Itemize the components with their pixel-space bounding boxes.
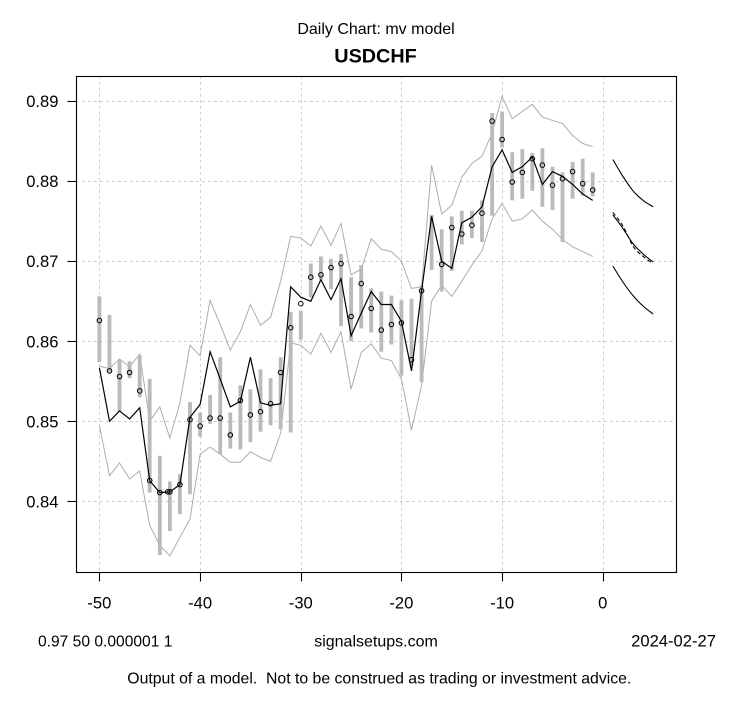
svg-text:0.89: 0.89 (26, 92, 58, 111)
svg-text:0.86: 0.86 (26, 332, 58, 351)
svg-text:0.97 50 0.000001 1: 0.97 50 0.000001 1 (38, 634, 172, 651)
svg-text:2024-02-27: 2024-02-27 (631, 632, 716, 651)
svg-text:-40: -40 (188, 594, 212, 613)
svg-text:Output of a model. Not to be: Output of a model. Not to be construed a… (127, 671, 631, 688)
svg-text:signalsetups.com: signalsetups.com (314, 634, 438, 651)
svg-text:0.88: 0.88 (26, 172, 58, 191)
svg-text:0.85: 0.85 (26, 412, 58, 431)
svg-text:-20: -20 (389, 594, 413, 613)
svg-text:0.84: 0.84 (26, 492, 58, 511)
svg-text:-50: -50 (87, 594, 111, 613)
svg-text:USDCHF: USDCHF (334, 46, 416, 68)
svg-text:Daily Chart: mv model: Daily Chart: mv model (297, 21, 454, 38)
svg-text:-10: -10 (490, 594, 514, 613)
svg-text:0: 0 (598, 594, 607, 613)
svg-text:-30: -30 (289, 594, 313, 613)
svg-text:0.87: 0.87 (26, 252, 58, 271)
